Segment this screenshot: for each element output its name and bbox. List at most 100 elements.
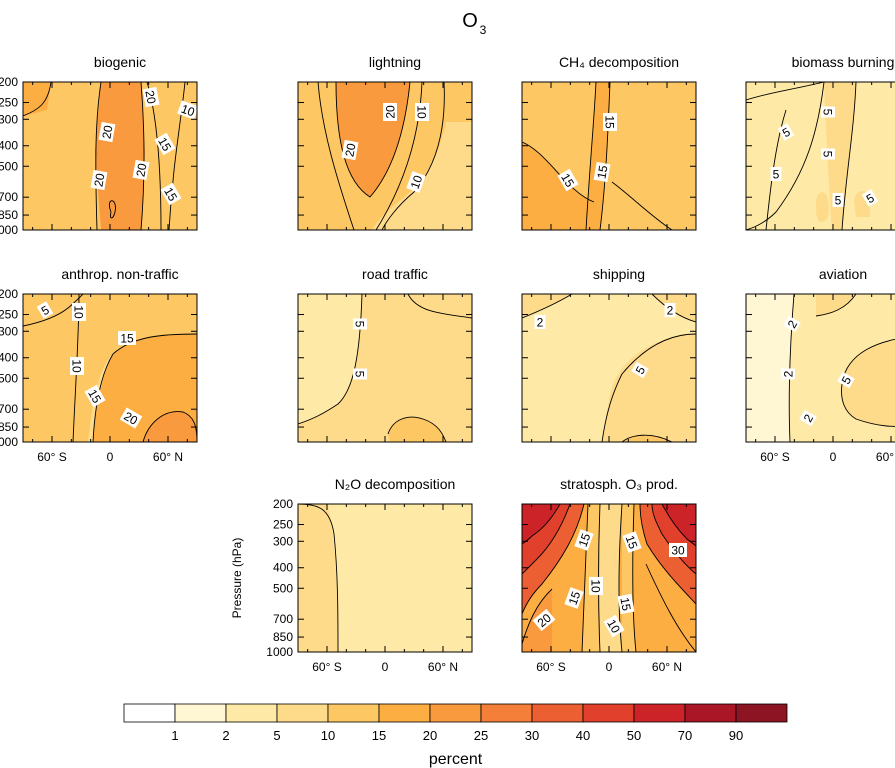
contour-label: 15 xyxy=(557,168,579,192)
contour-label: 10 xyxy=(589,577,603,595)
contour-line xyxy=(661,504,696,547)
contour-line xyxy=(375,82,423,230)
panel-title: CH₄ decomposition xyxy=(559,54,679,70)
panel-ticks xyxy=(298,503,472,653)
contour-label-text: 5 xyxy=(835,194,842,208)
contour-label-text: 10 xyxy=(70,359,84,373)
contour-label-bg xyxy=(132,159,150,181)
colorbar-swatch xyxy=(531,703,584,723)
contour-label: 5 xyxy=(777,123,795,141)
y-tick-label: 300 xyxy=(0,112,18,126)
contour-label: 20 xyxy=(532,608,556,632)
x-tick-label: 60° S xyxy=(536,660,565,674)
colorbar-swatch xyxy=(327,703,380,723)
contour-line xyxy=(645,563,696,652)
contour-label: 5 xyxy=(837,371,855,389)
contour-label: 15 xyxy=(593,161,611,183)
contour-fill-region xyxy=(522,504,560,544)
contour-label-bg xyxy=(154,132,176,156)
contour-label: 15 xyxy=(154,132,176,156)
contour-label: 15 xyxy=(617,593,635,615)
contour-label-text: 5 xyxy=(821,109,835,116)
contour-line xyxy=(841,82,857,230)
contour-label: 5 xyxy=(821,106,835,118)
colorbar-swatch xyxy=(429,703,482,723)
contour-line xyxy=(95,82,102,230)
panel-shipping: 2 2 5 shipping xyxy=(521,266,697,443)
contour-label: 5 xyxy=(861,189,879,207)
y-axis-label: Pressure (hPa) xyxy=(230,538,244,619)
contour-fill-region xyxy=(95,82,145,230)
y-tick-label: 200 xyxy=(0,287,18,301)
contour-line xyxy=(585,82,597,230)
colorbar-swatch xyxy=(480,703,533,723)
panel-plot-area: 20 20 10 10 xyxy=(298,82,472,230)
y-tick-label: 250 xyxy=(273,518,293,532)
contour-label-text: 15 xyxy=(566,589,584,607)
contour-line xyxy=(23,82,52,117)
contour-fill-region xyxy=(372,122,472,230)
panel-plot-area: 2 2 5 2 xyxy=(746,294,895,442)
panel-title: stratosph. O₃ prod. xyxy=(560,476,678,492)
contour-fill-region xyxy=(816,294,856,316)
panel-biogenic: 10 20 20 15 20 20 15 biogenic 200 250 300 400 500 700… xyxy=(0,54,198,237)
colorbar-tick-label: 2 xyxy=(222,728,229,743)
y-tick-label: 700 xyxy=(273,612,293,626)
contour-label-bg xyxy=(603,614,625,638)
contour-label-bg xyxy=(353,318,367,330)
x-tick-label: 60° S xyxy=(760,450,789,464)
panel-ticks xyxy=(746,81,892,231)
contour-label: 10 xyxy=(177,100,197,120)
contour-line xyxy=(112,333,197,355)
contour-label: 10 xyxy=(406,171,426,193)
y-tick-label: 400 xyxy=(273,561,293,575)
panel-plot-area: 5 5 5 5 5 5 xyxy=(746,82,895,230)
x-tick-label: 60° N xyxy=(428,660,458,674)
y-tick-label: 200 xyxy=(273,497,293,511)
contour-fill-region xyxy=(23,294,197,442)
x-tick-label: 0 xyxy=(606,660,613,674)
contour-line xyxy=(632,504,637,652)
contour-label-bg xyxy=(119,407,143,429)
colorbar-tick-label: 1 xyxy=(171,728,178,743)
y-tick-label: 1000 xyxy=(266,645,293,659)
contour-label: 15 xyxy=(118,331,136,346)
contour-label: 2 xyxy=(534,315,546,330)
contour-label-bg xyxy=(383,103,397,121)
contour-line xyxy=(522,504,561,545)
contour-line xyxy=(317,82,355,230)
panel-n2o: N₂O decomposition 200 250 300 400 500 700 85010… xyxy=(230,476,473,674)
main-title-text: O xyxy=(462,10,478,32)
panel-plot-area: 55 xyxy=(298,294,472,442)
y-tick-label: 1000 xyxy=(0,435,18,449)
contour-label: 10 xyxy=(415,103,429,121)
panel-title: aviation xyxy=(819,266,867,282)
contour-label-bg xyxy=(669,543,687,557)
contour-label: 2 xyxy=(781,368,796,380)
contour-label-text: 15 xyxy=(120,332,134,346)
colorbar-swatch xyxy=(174,703,227,723)
colorbar-swatch xyxy=(582,703,635,723)
contour-label-bg xyxy=(84,384,106,408)
contour-label: 20 xyxy=(90,169,108,191)
panel-title: biomass burning xyxy=(792,54,895,70)
colorbar-tick-label: 20 xyxy=(423,728,437,743)
colorbar-tick-label: 30 xyxy=(525,728,539,743)
panel-plot-area: 15 15 30 10 15 15 20 10 xyxy=(522,504,696,652)
contour-label: 2 xyxy=(664,303,676,318)
contour-label-bg xyxy=(70,357,84,375)
contour-line xyxy=(841,383,895,427)
contour-label-text: 15 xyxy=(161,185,180,204)
contour-label-bg xyxy=(589,577,603,595)
contour-label-bg xyxy=(564,587,584,609)
contour-label: 20 xyxy=(119,407,143,429)
contour-label-text: 20 xyxy=(384,105,398,119)
contour-label-bg xyxy=(534,315,546,329)
contour-label-bg xyxy=(341,139,359,161)
y-tick-label: 200 xyxy=(0,75,18,89)
contour-label-bg xyxy=(821,106,835,118)
panel-plot-area: 15 15 15 xyxy=(522,82,696,230)
contour-label-bg xyxy=(861,189,879,207)
